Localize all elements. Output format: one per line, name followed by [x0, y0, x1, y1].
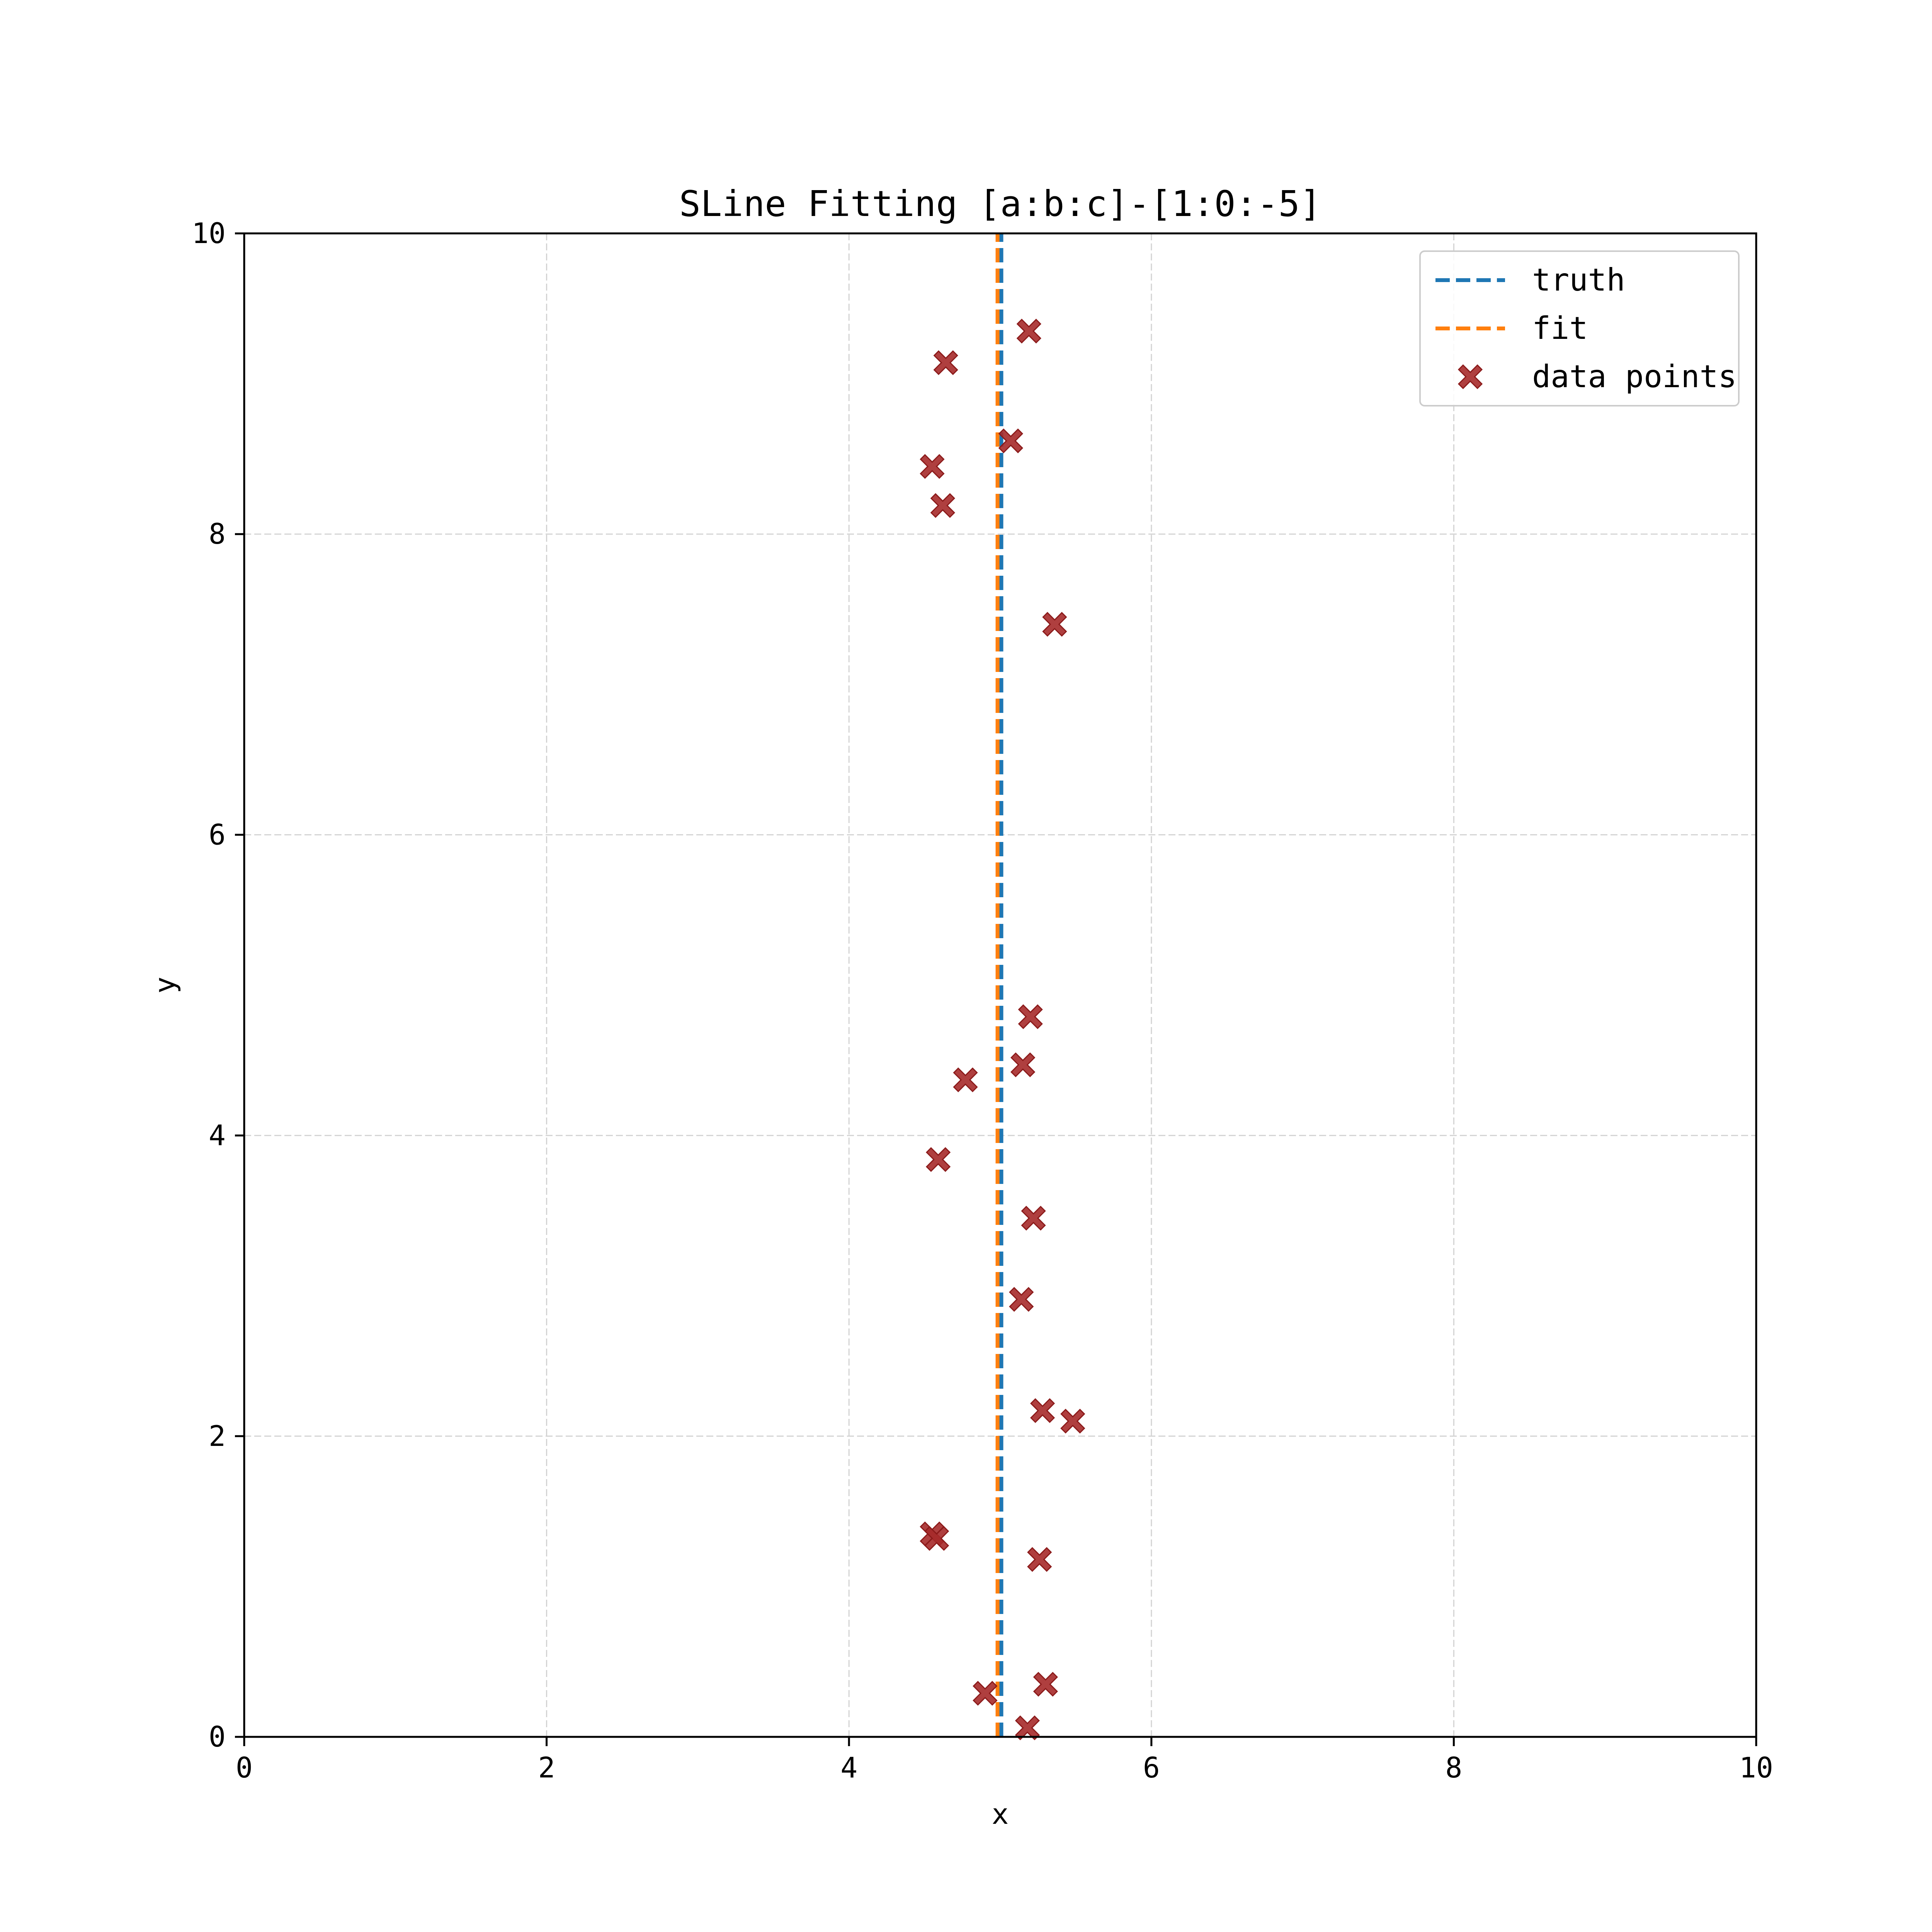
- x-tick-label: 4: [840, 1752, 857, 1784]
- data-point: [1009, 1287, 1034, 1312]
- data-point: [1021, 1206, 1046, 1231]
- data-point: [920, 454, 945, 479]
- legend-label: data points: [1532, 359, 1737, 395]
- y-tick-label: 0: [209, 1721, 226, 1753]
- chart-title: SLine Fitting [a:b:c]-[1:0:-5]: [679, 183, 1321, 224]
- data-point: [924, 1526, 949, 1551]
- legend-label: truth: [1532, 262, 1625, 298]
- x-tick-label: 8: [1445, 1752, 1462, 1784]
- data-point: [1010, 1052, 1036, 1077]
- data-point: [973, 1681, 998, 1706]
- data-point: [925, 1147, 951, 1172]
- data-point: [1018, 1004, 1043, 1029]
- legend: truth fit data points: [1419, 250, 1740, 406]
- y-tick-label: 4: [209, 1119, 226, 1152]
- legend-label: fit: [1532, 310, 1588, 346]
- data-point: [1060, 1408, 1085, 1434]
- x-tick-label: 0: [236, 1752, 253, 1784]
- legend-swatch-marker: [1458, 364, 1483, 389]
- y-tick-label: 6: [209, 818, 226, 851]
- data-point: [953, 1067, 978, 1092]
- data-point: [998, 428, 1024, 454]
- axis-ticks: 0 2 4 6 8 10 0 2 4 6 8 10: [192, 217, 1773, 1784]
- x-tick-label: 10: [1739, 1752, 1773, 1784]
- data-point: [1033, 1672, 1058, 1697]
- y-axis-label: y: [149, 977, 182, 994]
- x-tick-label: 2: [538, 1752, 555, 1784]
- y-tick-label: 2: [209, 1420, 226, 1453]
- x-tick-label: 6: [1143, 1752, 1160, 1784]
- plot-frame: [243, 232, 1757, 1738]
- y-tick-label: 10: [192, 217, 226, 250]
- data-points: [920, 318, 1085, 1740]
- data-point: [1015, 1715, 1040, 1740]
- data-point: [1042, 612, 1067, 637]
- data-point: [930, 493, 955, 518]
- data-point: [1030, 1398, 1055, 1423]
- x-axis-label: x: [992, 1798, 1009, 1831]
- legend-box: [1419, 250, 1740, 406]
- fit-lines: [995, 233, 1003, 1737]
- y-tick-label: 8: [209, 518, 226, 551]
- data-point: [1016, 318, 1041, 344]
- data-point: [933, 350, 958, 375]
- data-point: [1027, 1547, 1052, 1572]
